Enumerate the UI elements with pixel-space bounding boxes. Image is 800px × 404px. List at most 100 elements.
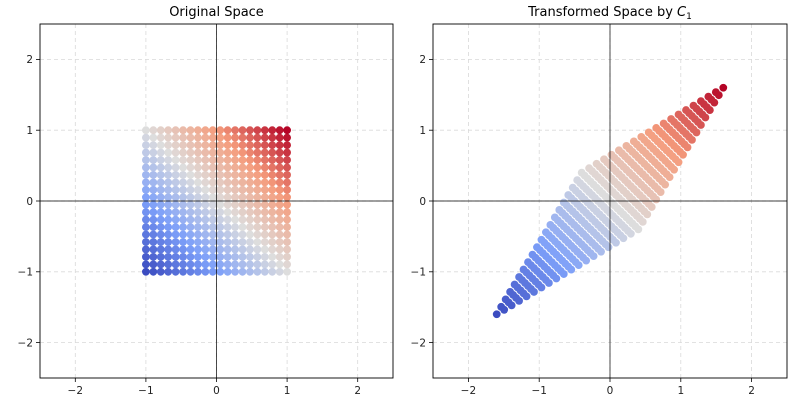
scatter-point bbox=[201, 178, 210, 187]
scatter-point bbox=[194, 185, 202, 194]
scatter-point bbox=[246, 238, 254, 246]
scatter-point bbox=[231, 193, 239, 202]
scatter-point bbox=[260, 156, 269, 164]
scatter-point bbox=[179, 267, 187, 276]
scatter-point bbox=[186, 148, 195, 157]
scatter-point bbox=[223, 208, 232, 217]
scatter-point bbox=[201, 193, 210, 202]
scatter-point bbox=[208, 126, 217, 135]
scatter-point bbox=[194, 208, 202, 217]
scatter-point bbox=[253, 163, 262, 172]
scatter-point bbox=[223, 156, 232, 164]
scatter-point bbox=[142, 141, 150, 150]
scatter-point bbox=[149, 148, 158, 157]
x-tick-label: 2 bbox=[354, 385, 361, 397]
scatter-point bbox=[238, 171, 247, 179]
y-tick-label: 1 bbox=[419, 125, 426, 137]
scatter-point bbox=[216, 252, 225, 261]
scatter-point bbox=[223, 126, 232, 135]
scatter-point bbox=[179, 193, 187, 202]
scatter-point bbox=[208, 215, 217, 224]
scatter-point bbox=[652, 195, 661, 204]
scatter-point bbox=[223, 133, 232, 142]
scatter-point bbox=[283, 245, 291, 254]
scatter-point bbox=[164, 252, 173, 261]
scatter-point bbox=[149, 260, 158, 269]
scatter-point bbox=[208, 148, 217, 157]
scatter-point bbox=[171, 267, 180, 276]
scatter-point bbox=[208, 193, 217, 202]
scatter-point bbox=[156, 193, 165, 202]
scatter-point bbox=[201, 223, 210, 231]
scatter-point bbox=[238, 238, 247, 246]
scatter-point bbox=[238, 215, 247, 224]
scatter-point bbox=[179, 252, 187, 261]
scatter-point bbox=[238, 267, 247, 276]
scatter-point bbox=[186, 193, 195, 202]
scatter-point bbox=[164, 267, 173, 276]
scatter-point bbox=[171, 230, 180, 239]
scatter-point bbox=[253, 215, 262, 224]
scatter-point bbox=[238, 245, 247, 254]
scatter-point bbox=[201, 260, 210, 269]
scatter-point bbox=[142, 148, 150, 157]
scatter-point bbox=[179, 163, 187, 172]
scatter-point bbox=[253, 252, 262, 261]
scatter-point bbox=[216, 215, 225, 224]
scatter-point bbox=[268, 215, 277, 224]
scatter-point bbox=[186, 230, 195, 239]
scatter-point bbox=[179, 185, 187, 194]
scatter-point bbox=[643, 210, 652, 219]
scatter-point bbox=[492, 310, 501, 319]
scatter-point bbox=[142, 171, 150, 179]
scatter-point bbox=[544, 279, 553, 287]
scatter-point bbox=[216, 193, 225, 202]
scatter-point bbox=[268, 133, 277, 142]
scatter-point bbox=[208, 260, 217, 269]
scatter-point bbox=[186, 141, 195, 150]
scatter-point bbox=[574, 261, 583, 269]
scatter-point bbox=[186, 163, 195, 172]
scatter-point bbox=[186, 215, 195, 224]
scatter-point bbox=[149, 126, 158, 135]
scatter-point bbox=[231, 245, 239, 254]
scatter-point bbox=[246, 156, 254, 164]
scatter-point bbox=[149, 133, 158, 142]
scatter-point bbox=[246, 126, 254, 135]
scatter-point bbox=[260, 171, 269, 179]
scatter-point bbox=[507, 301, 516, 310]
scatter-point bbox=[283, 215, 291, 224]
scatter-point bbox=[701, 113, 710, 122]
scatter-point bbox=[223, 193, 232, 202]
scatter-point bbox=[268, 141, 277, 150]
scatter-point bbox=[156, 141, 165, 150]
scatter-point bbox=[260, 245, 269, 254]
x-tick-label: −1 bbox=[531, 385, 546, 397]
scatter-point bbox=[216, 223, 225, 231]
scatter-point bbox=[194, 230, 202, 239]
scatter-point bbox=[231, 200, 239, 209]
scatter-point bbox=[275, 260, 284, 269]
scatter-point bbox=[216, 230, 225, 239]
scatter-point bbox=[268, 260, 277, 269]
y-tick-label: −2 bbox=[411, 337, 426, 349]
scatter-point bbox=[179, 148, 187, 157]
scatter-point bbox=[149, 185, 158, 194]
scatter-point bbox=[201, 267, 210, 276]
scatter-point bbox=[149, 252, 158, 261]
scatter-point bbox=[156, 171, 165, 179]
scatter-point bbox=[260, 126, 269, 135]
scatter-point bbox=[223, 148, 232, 157]
scatter-point bbox=[164, 156, 173, 164]
scatter-point bbox=[253, 230, 262, 239]
scatter-point bbox=[238, 126, 247, 135]
scatter-point bbox=[194, 178, 202, 187]
scatter-point bbox=[179, 260, 187, 269]
scatter-point bbox=[253, 185, 262, 194]
scatter-point bbox=[647, 203, 656, 211]
scatter-point bbox=[179, 245, 187, 254]
scatter-point bbox=[201, 245, 210, 254]
scatter-point bbox=[186, 260, 195, 269]
scatter-point bbox=[275, 171, 284, 179]
